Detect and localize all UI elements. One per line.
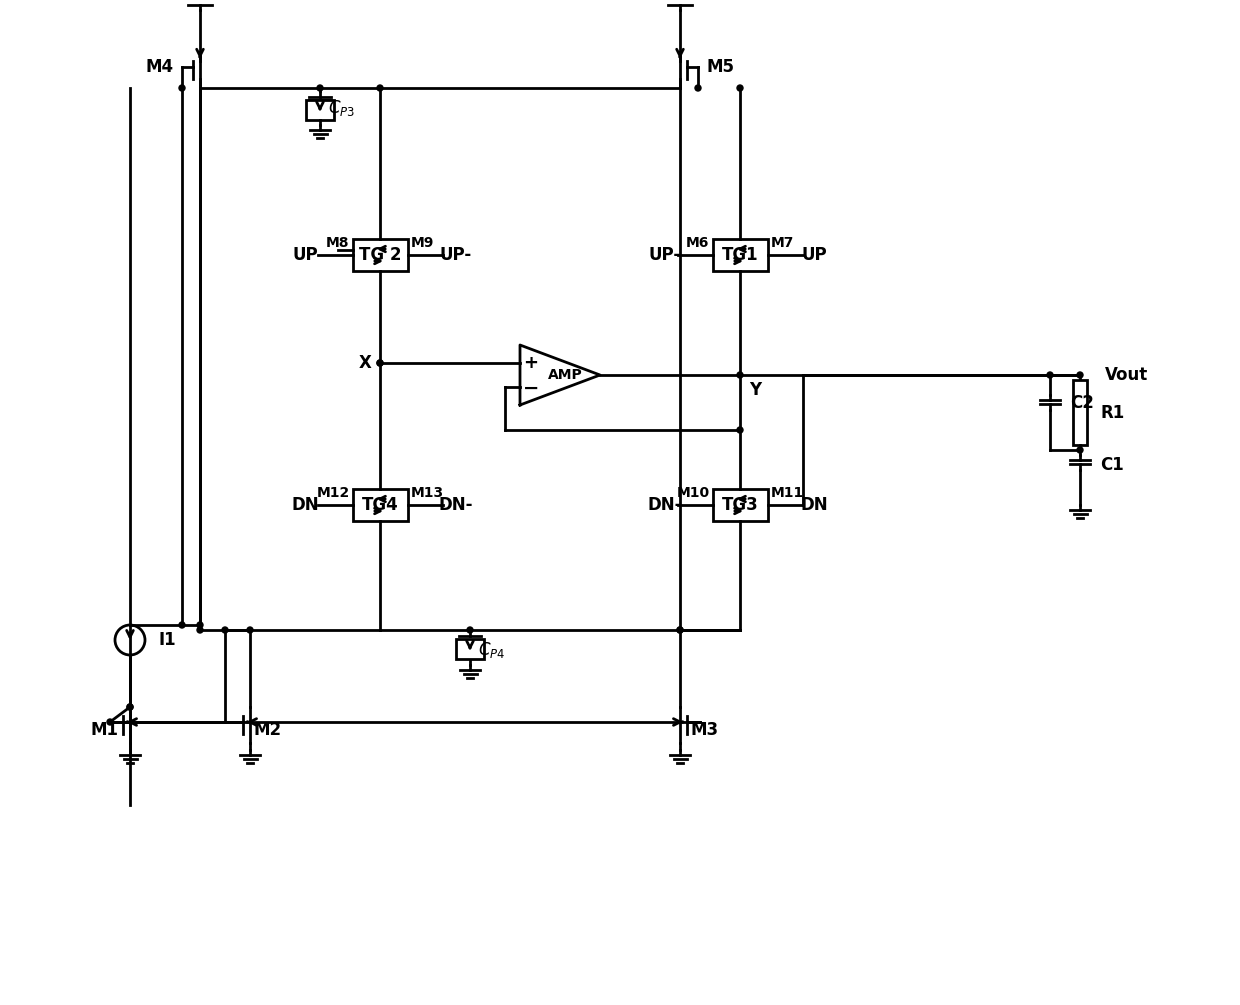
Text: UP-: UP-: [649, 246, 681, 264]
Circle shape: [1078, 447, 1083, 453]
Text: DN-: DN-: [647, 496, 682, 514]
Text: M5: M5: [706, 58, 734, 76]
Bar: [352, 239, 408, 271]
Text: C1: C1: [1100, 456, 1123, 474]
Circle shape: [317, 85, 322, 91]
Text: M11: M11: [770, 486, 804, 500]
Circle shape: [737, 372, 743, 378]
Text: TG1: TG1: [722, 246, 759, 264]
Text: TG3: TG3: [722, 496, 759, 514]
Text: X: X: [358, 354, 372, 372]
Bar: [713, 239, 768, 271]
Circle shape: [222, 627, 228, 633]
Text: C2: C2: [1070, 394, 1094, 411]
Text: +: +: [523, 354, 538, 372]
Bar: [1073, 380, 1087, 445]
Circle shape: [179, 622, 185, 628]
Circle shape: [197, 627, 203, 633]
Text: −: −: [523, 379, 539, 398]
Circle shape: [1047, 372, 1053, 378]
Circle shape: [247, 627, 253, 633]
Text: M7: M7: [770, 236, 794, 250]
Text: TG 2: TG 2: [358, 246, 402, 264]
Text: M4: M4: [146, 58, 174, 76]
Text: $C_{P4}$: $C_{P4}$: [479, 640, 506, 660]
Circle shape: [694, 85, 701, 91]
Circle shape: [467, 627, 472, 633]
Circle shape: [1078, 372, 1083, 378]
Circle shape: [197, 622, 203, 628]
Text: M3: M3: [691, 721, 719, 739]
Circle shape: [677, 627, 683, 633]
Circle shape: [179, 85, 185, 91]
Text: UP: UP: [802, 246, 827, 264]
Text: M6: M6: [686, 236, 709, 250]
Text: Y: Y: [749, 381, 761, 399]
Text: M10: M10: [676, 486, 709, 500]
Text: R1: R1: [1100, 404, 1125, 422]
Circle shape: [677, 627, 683, 633]
Circle shape: [107, 719, 113, 725]
Circle shape: [737, 427, 743, 433]
Bar: [713, 489, 768, 521]
Text: UP-: UP-: [439, 246, 471, 264]
Text: I1: I1: [157, 631, 176, 649]
Text: M9: M9: [410, 236, 434, 250]
Text: M12: M12: [316, 486, 350, 500]
Bar: [306, 100, 334, 121]
Text: DN-: DN-: [438, 496, 472, 514]
Circle shape: [377, 85, 383, 91]
Bar: [456, 639, 484, 659]
Circle shape: [126, 704, 133, 710]
Circle shape: [737, 85, 743, 91]
Circle shape: [126, 704, 133, 710]
Text: M8: M8: [326, 236, 350, 250]
Text: DN: DN: [291, 496, 320, 514]
Text: M13: M13: [410, 486, 444, 500]
Text: TG4: TG4: [362, 496, 398, 514]
Text: AMP: AMP: [548, 368, 583, 382]
Text: M1: M1: [91, 721, 119, 739]
Bar: [352, 489, 408, 521]
Text: $C_{P3}$: $C_{P3}$: [329, 98, 356, 118]
Text: UP: UP: [293, 246, 319, 264]
Text: M2: M2: [254, 721, 281, 739]
Circle shape: [377, 360, 383, 366]
Text: DN: DN: [801, 496, 828, 514]
Circle shape: [377, 360, 383, 366]
Text: Vout: Vout: [1105, 366, 1148, 384]
